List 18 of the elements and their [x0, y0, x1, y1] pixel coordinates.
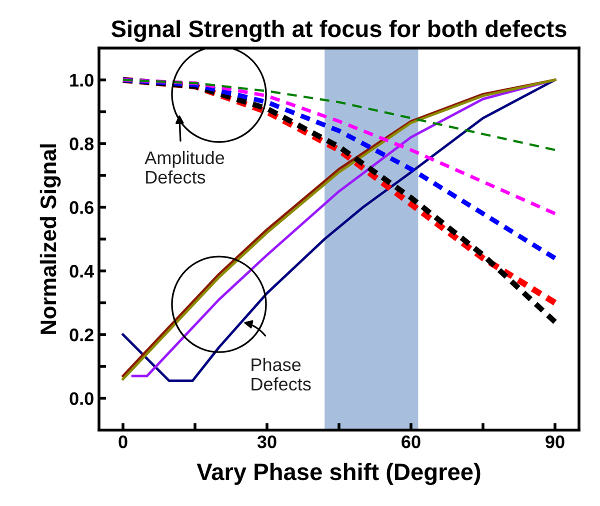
x-tick-label: 30 — [257, 435, 276, 448]
y-tick-label: 0.6 — [70, 201, 94, 214]
x-tick-label: 60 — [402, 435, 420, 448]
x-axis-title: Vary Phase shift (Degree) — [196, 462, 480, 486]
y-tick-label: 1.0 — [70, 74, 94, 87]
y-tick-label: 0.4 — [70, 264, 94, 278]
y-tick-label: 0.8 — [70, 138, 94, 150]
annotation: Amplitude Defects — [144, 150, 224, 184]
y-tick-label: 0.0 — [70, 392, 94, 405]
x-tick-label: 90 — [546, 435, 564, 448]
y-tick-label: 0.2 — [70, 328, 94, 342]
chart-title: Signal Strength at focus for both defects — [111, 20, 566, 42]
x-tick-label: 0 — [118, 435, 128, 448]
annotation: Phase Defects — [252, 358, 311, 391]
y-axis-title: Normalized Signal — [40, 144, 61, 334]
line-series — [122, 78, 556, 152]
line-series — [120, 78, 558, 261]
line-series — [121, 78, 557, 216]
